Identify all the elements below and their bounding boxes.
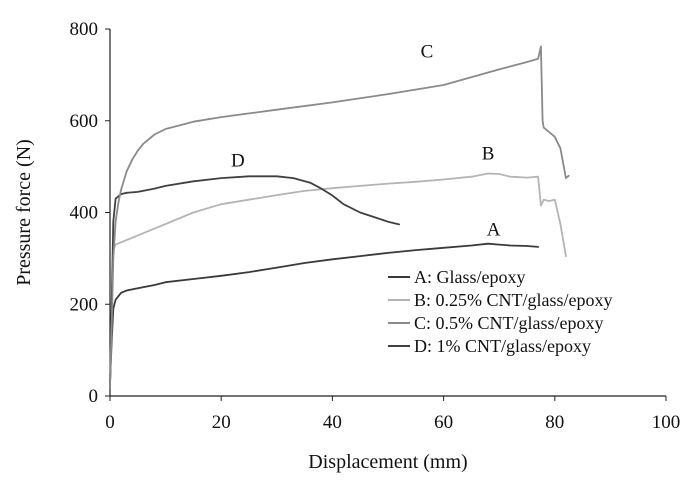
legend-label-a: A: Glass/epoxy [414,267,526,287]
y-axis-title: Pressure force (N) [13,139,35,286]
x-axis-title: Displacement (mm) [308,451,467,473]
series-tag-d: D [231,151,245,172]
series-tag-a: A [487,219,501,240]
y-tick-label: 800 [70,19,99,40]
series-line-b [109,172,567,388]
x-tick-label: 100 [652,412,681,433]
series-layer [109,45,570,388]
x-tick-label: 40 [323,412,342,433]
legend-label-b: B: 0.25% CNT/glass/epoxy [414,290,613,310]
series-tags: A B C D [231,41,501,240]
legend: A: Glass/epoxy B: 0.25% CNT/glass/epoxy C:… [388,267,613,356]
y-tick-label: 400 [70,203,99,224]
y-tick-label: 0 [89,386,99,407]
series-line-c [109,45,570,388]
series-line-d [109,175,401,388]
x-tick-label: 20 [212,412,231,433]
legend-label-d: D: 1% CNT/glass/epoxy [414,336,591,356]
series-tag-c: C [421,41,434,62]
legend-label-c: C: 0.5% CNT/glass/epoxy [414,313,604,333]
x-tick-label: 80 [545,412,564,433]
series-line-a [109,242,539,384]
x-tick-label: 0 [105,412,115,433]
y-tick-label: 600 [70,111,99,132]
y-tick-label: 200 [70,294,99,315]
axes: 0 200 400 600 800 0 20 40 60 80 100 [70,19,681,433]
series-tag-b: B [482,144,495,165]
x-tick-label: 60 [434,412,453,433]
